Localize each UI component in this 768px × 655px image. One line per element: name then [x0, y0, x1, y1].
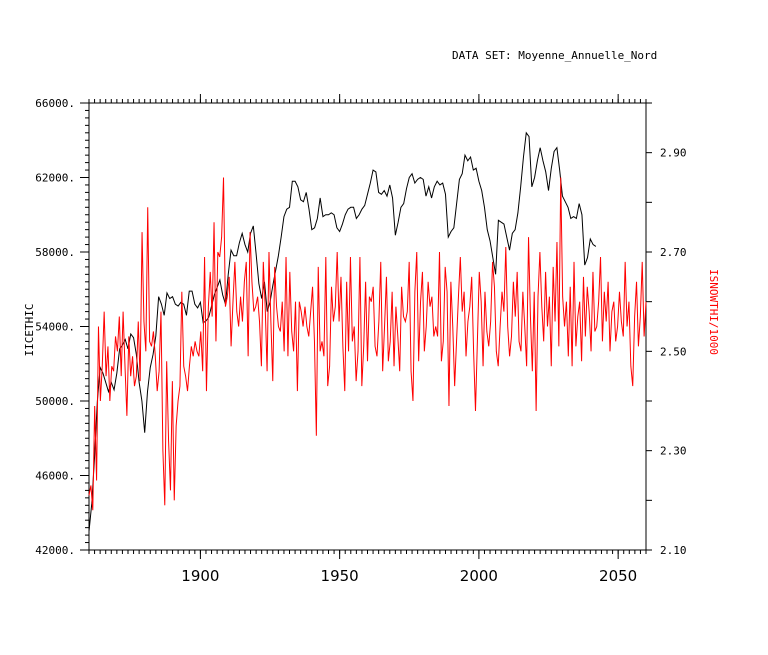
right-tick-label: 2.50: [660, 345, 687, 358]
right-axis-tick-labels: 2.30 2.50 2.70 2.90 2.10: [660, 147, 687, 557]
left-tick-label: 50000.: [35, 395, 75, 408]
left-tick-label: 42000.: [35, 544, 75, 557]
left-tick-label: 46000.: [35, 470, 75, 483]
left-tick-label: 54000.: [35, 321, 75, 334]
left-tick-label: 58000.: [35, 246, 75, 259]
series-group: [88, 131, 647, 532]
x-tick-label: 1900: [181, 567, 219, 585]
left-tick-label: 66000.: [35, 97, 75, 110]
x-axis-tick-labels: 1900 1950 2000 2050: [181, 567, 637, 585]
left-tick-label: 62000.: [35, 172, 75, 185]
x-tick-label: 1950: [321, 567, 359, 585]
x-tick-label: 2050: [599, 567, 637, 585]
series-line-left-axis: [88, 131, 597, 532]
x-tick-label: 2000: [460, 567, 498, 585]
major-ticks: [80, 94, 652, 559]
dataset-label: DATA SET: Moyenne_Annuelle_Nord: [452, 49, 657, 62]
right-axis-label: ISNOWTHI/1000: [707, 269, 720, 355]
series-line-right-axis: [88, 177, 647, 511]
right-tick-label: 2.90: [660, 147, 687, 160]
left-axis-label: IICETHIC: [23, 304, 36, 357]
right-tick-label: 2.70: [660, 246, 687, 259]
right-tick-label: 2.30: [660, 445, 687, 458]
plot-frame: [88, 102, 647, 551]
left-axis-tick-labels: 42000. 46000. 50000. 54000. 58000. 62000. 6600…: [35, 97, 75, 557]
right-tick-label-bottom: 2.10: [660, 544, 687, 557]
minor-ticks: [85, 99, 647, 554]
